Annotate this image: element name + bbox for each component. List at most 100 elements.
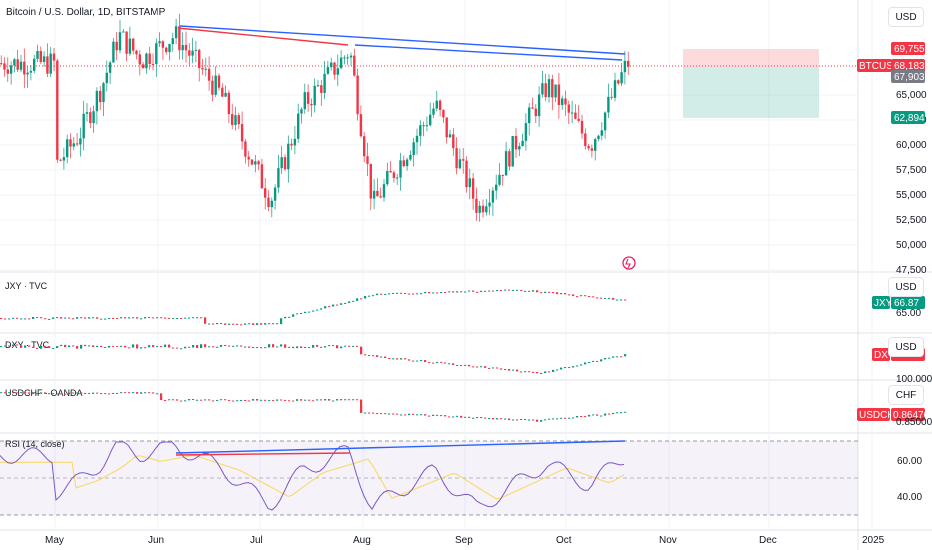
pane-candle	[236, 323, 239, 325]
svg-text:40.00: 40.00	[897, 492, 922, 503]
time-tick-label: Aug	[353, 535, 371, 546]
pane-candle	[52, 347, 55, 349]
pane-candle	[236, 400, 239, 402]
trendline-blue-bottom[interactable]	[354, 44, 623, 61]
pane-candle	[184, 400, 187, 402]
pane-candle	[96, 345, 99, 348]
pane-candle	[556, 418, 559, 420]
pane-candle	[600, 297, 603, 299]
pane-candle	[580, 364, 583, 366]
rsi-trendline-red[interactable]	[175, 452, 351, 456]
btc-candle	[237, 115, 240, 125]
pane-candle	[368, 295, 371, 297]
pane-candle	[104, 346, 107, 348]
pane-candle	[4, 392, 7, 394]
btc-candle	[511, 136, 514, 167]
pane-candle	[16, 344, 19, 346]
currency-button-main[interactable]: USD	[888, 7, 924, 27]
pane-candle	[576, 415, 579, 418]
pane-candle	[300, 399, 303, 401]
pane-candle	[212, 323, 215, 325]
pane-candle	[580, 415, 583, 417]
btc-candle	[501, 174, 504, 176]
pane-candle	[592, 414, 595, 416]
currency-button-jxy[interactable]: USD	[888, 277, 924, 297]
pane-candle	[436, 361, 439, 363]
pane-candle	[584, 295, 587, 297]
pane-candle	[120, 392, 123, 394]
btc-candle	[244, 141, 247, 157]
pane-candle	[292, 400, 295, 402]
currency-button-dxy[interactable]: USD	[888, 337, 924, 357]
pane-candle	[400, 414, 403, 416]
btc-candle	[534, 108, 537, 117]
btc-candle	[465, 160, 468, 188]
btc-candle	[42, 56, 46, 62]
pane-candle	[200, 317, 203, 319]
btc-candle	[475, 198, 478, 213]
pane-candle	[128, 317, 131, 319]
btc-candle	[564, 98, 567, 105]
pane-candle	[108, 393, 111, 395]
btc-candle	[108, 62, 112, 73]
pane-candle	[532, 290, 535, 292]
pane-candle	[360, 346, 363, 355]
pane-candle	[232, 323, 235, 325]
pane-candle	[64, 317, 67, 319]
btc-candle	[99, 90, 102, 103]
currency-button-usdchf[interactable]: CHF	[888, 385, 924, 405]
pane-candle	[216, 323, 219, 325]
btc-candle	[392, 172, 396, 179]
pane-candle	[200, 399, 203, 401]
pane-candle	[256, 347, 259, 349]
pane-candle	[180, 348, 183, 350]
pane-candle	[472, 366, 475, 368]
trendline-blue-top[interactable]	[179, 25, 626, 55]
pane-candle	[252, 399, 255, 401]
pane-candle	[296, 313, 299, 315]
profit-zone[interactable]	[683, 67, 819, 118]
pane-candle	[304, 399, 307, 401]
rsi-trendline-blue[interactable]	[175, 440, 626, 454]
pane-candle	[592, 360, 595, 362]
btc-candle	[287, 143, 290, 170]
pane-candle	[392, 292, 395, 294]
pane-candle	[524, 371, 527, 373]
pane-candle	[176, 347, 179, 349]
pane-candle	[560, 367, 563, 370]
btc-candle	[145, 53, 148, 69]
btc-candle	[204, 68, 207, 70]
pane-candle	[612, 356, 615, 358]
pane-candle	[404, 358, 407, 360]
btc-candle	[323, 73, 326, 94]
pane-candle	[196, 399, 199, 401]
pane-candle	[88, 345, 91, 347]
pane-candle	[48, 318, 51, 320]
pane-candle	[12, 392, 15, 394]
btc-candle	[214, 75, 217, 95]
pane-candle	[440, 292, 443, 294]
pane-candle	[612, 412, 615, 415]
pane-candle	[224, 323, 227, 325]
pane-candle	[204, 344, 207, 348]
pane-candle	[328, 399, 331, 401]
stop-zone[interactable]	[683, 49, 819, 67]
pane-candle	[612, 297, 615, 300]
jxy-value-badge: 66.87	[894, 298, 919, 309]
pane-candle	[116, 318, 119, 320]
event-marker-icon[interactable]	[622, 256, 636, 270]
pane-candle	[156, 393, 159, 395]
btc-candle	[399, 160, 402, 178]
btc-candle	[264, 188, 267, 198]
time-axis[interactable]: May Jun Jul Aug Sep Oct Nov Dec 2025	[45, 535, 885, 546]
trendline-red[interactable]	[177, 27, 349, 46]
btc-candle	[300, 109, 303, 114]
btc-candle	[128, 38, 132, 54]
pane-candle	[60, 393, 63, 395]
pane-candle	[440, 361, 443, 363]
btc-candle	[458, 159, 462, 169]
pane-candle	[192, 344, 195, 348]
pane-candle	[468, 290, 471, 292]
pane-candle	[148, 392, 151, 394]
